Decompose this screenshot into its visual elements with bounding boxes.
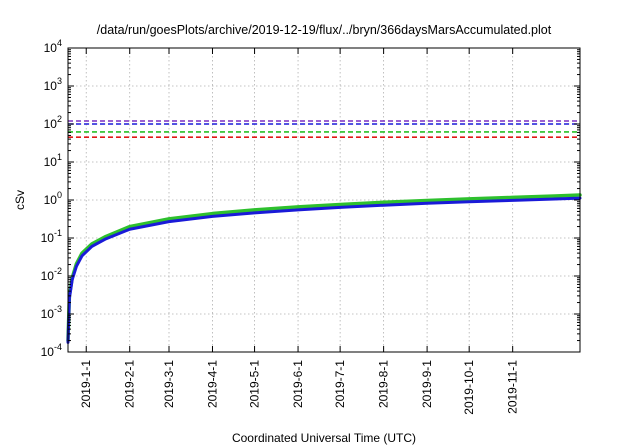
x-tick-label: 2019-11-1 xyxy=(506,360,520,414)
y-tick-label: 10-2 xyxy=(41,266,62,283)
x-tick-label: 2019-1-1 xyxy=(79,360,93,408)
series-line xyxy=(66,193,582,343)
series-line xyxy=(66,196,582,344)
x-tick-label: 2019-2-1 xyxy=(123,360,137,408)
x-tick-label: 2019-4-1 xyxy=(205,360,219,408)
y-tick-label: 10-1 xyxy=(41,228,62,245)
y-tick-label: 101 xyxy=(44,152,62,169)
x-tick-label: 2019-9-1 xyxy=(420,360,434,408)
x-axis-label: Coordinated Universal Time (UTC) xyxy=(232,431,416,445)
x-tick-label: 2019-3-1 xyxy=(162,360,176,408)
y-axis-ticks: 10-4 10-3 10-2 10-1 100 101 102 103 104 xyxy=(41,38,580,359)
x-tick-label: 2019-7-1 xyxy=(333,360,347,408)
series-lines xyxy=(66,193,582,344)
y-tick-label: 10-3 xyxy=(41,304,62,321)
x-tick-label: 2019-5-1 xyxy=(248,360,262,408)
y-tick-label: 104 xyxy=(44,38,62,55)
reference-lines xyxy=(68,120,580,138)
chart-title: /data/run/goesPlots/archive/2019-12-19/f… xyxy=(97,23,552,37)
x-axis-ticks: 2019-1-1 2019-2-1 2019-3-1 2019-4-1 2019-5-1… xyxy=(79,48,520,415)
y-tick-label: 100 xyxy=(44,190,62,207)
y-tick-label: 102 xyxy=(44,114,62,131)
x-tick-label: 2019-8-1 xyxy=(377,360,391,408)
y-axis-label: cSv xyxy=(13,190,27,210)
y-tick-label: 10-4 xyxy=(41,342,62,359)
x-tick-label: 2019-10-1 xyxy=(462,360,476,415)
x-tick-label: 2019-6-1 xyxy=(291,360,305,408)
y-tick-label: 103 xyxy=(44,76,62,93)
